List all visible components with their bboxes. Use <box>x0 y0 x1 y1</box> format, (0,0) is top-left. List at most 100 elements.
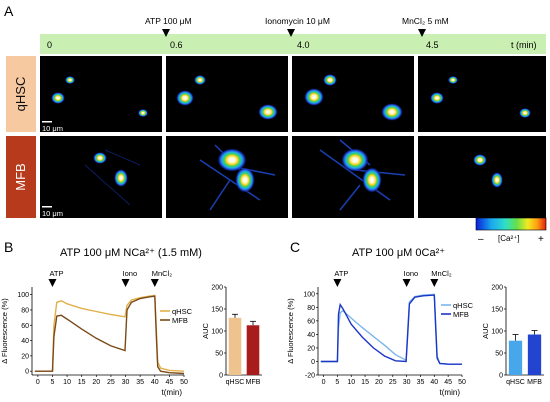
chart-b-line-marker-label: Iono <box>123 269 138 278</box>
chart-b-bar-y-tick-label: 200 <box>211 285 223 292</box>
timeline-bar <box>40 34 546 54</box>
chart-b-line-y-tick-label: 40 <box>21 338 29 345</box>
chart-c-line-marker-iono <box>402 279 411 287</box>
chart-c-line-x-tick-label: 35 <box>417 379 425 386</box>
chart-c-line-x-tick-label: 45 <box>444 379 452 386</box>
chart-b-line-x-tick-label: 20 <box>92 379 100 386</box>
micrograph-mfb-t0 <box>40 136 162 218</box>
chart-c-line-y-tick-label: 20 <box>307 345 315 352</box>
chart-b-line-x-tick-label: 0 <box>36 379 40 386</box>
chart-c-bar-y-tick-label: 100 <box>491 329 503 336</box>
row-label-mfb: MFB <box>13 163 28 190</box>
chart-b-line-marker-mncl₂ <box>150 279 159 287</box>
scale-bar-mfb: 10 μm <box>42 206 63 218</box>
chart-b-line-y-tick-label: 0 <box>25 369 29 376</box>
event-arrow-atp <box>162 29 170 37</box>
chart-c-line-y-tick-label: 40 <box>307 332 315 339</box>
event-label-mncl2: MnCl₂ 5 mM <box>402 16 449 26</box>
chart-c-line-y-tick-label: 80 <box>307 305 315 312</box>
timeline-unit: t (min) <box>511 40 537 50</box>
micrograph-qhsc-t06 <box>166 56 288 132</box>
chart-c-line: 0 5 10 15 20 25 30 35 40 45 50 -20 0 20 40 60 80 100 Δ Flu… <box>286 269 474 397</box>
chart-c-line-marker-label: ATP <box>334 269 348 278</box>
chart-c-line-x-axis-label: t(min) <box>440 388 461 397</box>
row-label-qhsc-bg <box>6 56 36 132</box>
chart-b-line-x-tick-label: 10 <box>63 379 71 386</box>
chart-b-title: ATP 100 μM NCa²⁺ (1.5 mM) <box>60 247 202 259</box>
chart-b-bar-y-axis-label: AUC <box>201 323 210 339</box>
chart-b-line-x-tick-label: 50 <box>180 379 188 386</box>
event-label-atp: ATP 100 μM <box>145 16 192 26</box>
chart-c-bar-category-label: MFB <box>527 379 542 386</box>
chart-b-line-marker-atp <box>48 279 57 287</box>
micrograph-mfb-t06 <box>166 136 288 218</box>
image-grid <box>40 56 546 218</box>
timeline-tick-1: 0.6 <box>170 40 183 50</box>
chart-c-line-y-axis-label: Δ Fluorescence (%) <box>286 298 295 364</box>
colorbar-minus: – <box>478 234 484 245</box>
chart-c-title: ATP 100 μM 0Ca²⁺ <box>352 247 445 259</box>
micrograph-qhsc-t45 <box>418 56 546 132</box>
chart-b-line-series-qhsc <box>34 294 185 372</box>
chart-c-line-marker-label: MnCl₂ <box>431 269 452 278</box>
chart-c-bar-y-tick-label: 200 <box>491 285 503 292</box>
chart-c-line-series-qhsc <box>320 293 462 365</box>
chart-b-bar-y-tick-label: 50 <box>215 351 223 358</box>
timeline-tick-3: 4.5 <box>426 40 439 50</box>
micrograph-mfb-t40 <box>292 136 414 218</box>
chart-b-line-series-mfb <box>34 295 185 375</box>
scale-bar-label-mfb: 10 μm <box>42 209 63 218</box>
chart-c-line-x-tick-label: 0 <box>322 379 326 386</box>
chart-c-line-series-mfb <box>320 294 462 365</box>
micrograph-mfb-t45 <box>418 136 546 218</box>
chart-b-bar-y-tick-label: 100 <box>211 329 223 336</box>
event-arrow-mncl2 <box>418 29 426 37</box>
chart-c-line-legend-label: MFB <box>453 310 469 319</box>
chart-b-line-x-tick-label: 45 <box>165 379 173 386</box>
chart-c-bar-y-tick-label: 50 <box>495 351 503 358</box>
chart-b-bar-category-label: qHSC <box>226 379 245 386</box>
chart-b-line-x-tick-label: 40 <box>151 379 159 386</box>
chart-c-bar: 0 50 100 150 200 AUC qHSC MFB <box>481 285 544 386</box>
panel-label-a: A <box>4 3 14 19</box>
chart-c-line-y-tick-label: 100 <box>303 291 315 298</box>
event-label-ionomycin: Ionomycin 10 μM <box>265 16 330 26</box>
chart-b-line-legend-label: qHSC <box>172 307 193 316</box>
chart-b-line-y-tick-label: 80 <box>21 307 29 314</box>
chart-b-line-x-tick-label: 30 <box>122 379 130 386</box>
chart-b-bar: 0 50 100 150 200 AUC qHSC MFB <box>201 285 262 386</box>
chart-b-line-x-axis-label: t(min) <box>162 388 183 397</box>
chart-c-line-marker-atp <box>333 279 342 287</box>
chart-b-bar-bar-qhsc <box>228 317 242 375</box>
colorbar-label: [Ca²⁺] <box>498 234 520 243</box>
micrograph-qhsc-t40 <box>292 56 414 132</box>
chart-c-line-y-tick-label: 60 <box>307 318 315 325</box>
event-arrow-ionomycin <box>287 29 295 37</box>
chart-b-bar-category-label: MFB <box>246 379 261 386</box>
chart-c-line-x-tick-label: 10 <box>347 379 355 386</box>
chart-b-line-y-tick-label: 100 <box>17 292 29 299</box>
chart-c-bar-bar-mfb <box>527 334 542 375</box>
chart-b-bar-y-tick-label: 150 <box>211 307 223 314</box>
chart-b-line-x-tick-label: 25 <box>107 379 115 386</box>
chart-c-line-y-tick-label: 0 <box>311 359 315 366</box>
chart-b-line-x-tick-label: 35 <box>136 379 144 386</box>
event-marker-atp: ATP 100 μM <box>145 16 192 37</box>
scale-bar-label-qhsc: 10 μm <box>42 124 63 133</box>
chart-c-line-marker-label: Iono <box>404 269 419 278</box>
chart-b-line-marker-iono <box>121 279 130 287</box>
chart-b-line-marker-label: MnCl₂ <box>152 269 173 278</box>
chart-c-line-x-tick-label: 40 <box>430 379 438 386</box>
chart-b-bar-y-tick-label: 0 <box>219 373 223 380</box>
chart-b-line: 0 5 10 15 20 25 30 35 40 45 50 0 20 40 60 80 100 Δ Fluore… <box>0 269 193 397</box>
micrograph-qhsc-t0 <box>40 56 162 132</box>
scale-bar-qhsc: 10 μm <box>42 121 63 133</box>
chart-b-line-y-tick-label: 60 <box>21 323 29 330</box>
chart-c-bar-category-label: qHSC <box>506 379 525 386</box>
chart-c-bar-y-axis-label: AUC <box>481 323 490 339</box>
chart-c-line-y-tick-label: -20 <box>305 373 315 380</box>
chart-b-line-y-axis-label: Δ Fluorescence (%) <box>0 298 9 364</box>
event-marker-mncl2: MnCl₂ 5 mM <box>402 16 449 37</box>
chart-b-line-marker-label: ATP <box>49 269 63 278</box>
chart-b-bar-bar-mfb <box>246 325 260 375</box>
